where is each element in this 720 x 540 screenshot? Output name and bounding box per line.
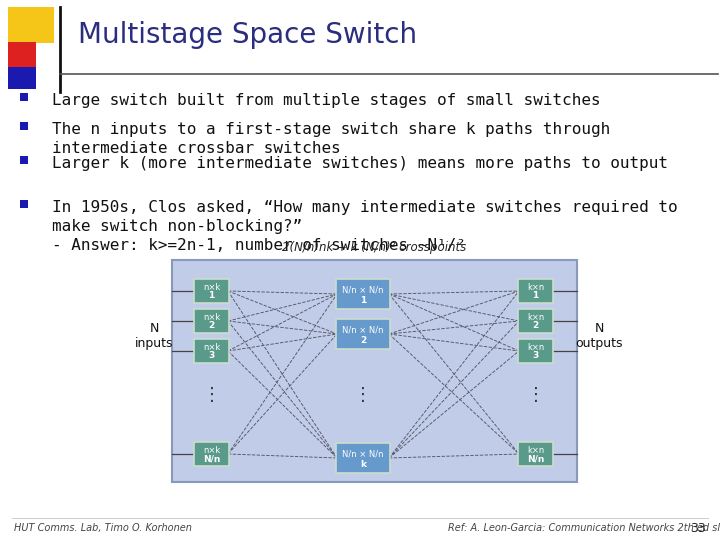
FancyBboxPatch shape — [336, 443, 390, 473]
Bar — [20, 156, 28, 164]
Text: k×n: k×n — [527, 446, 544, 455]
Text: N/n: N/n — [527, 454, 544, 463]
Text: 1: 1 — [532, 292, 539, 300]
Text: k: k — [360, 460, 366, 469]
Text: n×k: n×k — [203, 313, 220, 322]
Text: 3: 3 — [208, 352, 215, 360]
Text: N/n: N/n — [203, 454, 220, 463]
Text: 33: 33 — [690, 522, 706, 535]
Text: N
inputs: N inputs — [135, 322, 174, 350]
Text: Multistage Space Switch: Multistage Space Switch — [78, 21, 417, 49]
Text: 1: 1 — [360, 296, 366, 305]
Text: N
outputs: N outputs — [575, 322, 623, 350]
Text: N/n × N/n: N/n × N/n — [342, 449, 384, 458]
FancyBboxPatch shape — [172, 260, 577, 482]
Text: 2: 2 — [208, 321, 215, 330]
Text: HUT Comms. Lab, Timo O. Korhonen: HUT Comms. Lab, Timo O. Korhonen — [14, 523, 192, 533]
FancyBboxPatch shape — [518, 279, 553, 303]
Text: n×k: n×k — [203, 283, 220, 292]
Bar — [8, 7, 54, 43]
Text: ⋮: ⋮ — [202, 386, 220, 404]
FancyBboxPatch shape — [518, 442, 553, 466]
FancyBboxPatch shape — [518, 309, 553, 333]
Text: N/n × N/n: N/n × N/n — [342, 325, 384, 334]
FancyBboxPatch shape — [336, 319, 390, 349]
Text: 2: 2 — [532, 321, 539, 330]
Text: n×k: n×k — [203, 446, 220, 455]
Text: The n inputs to a first-stage switch share k paths through
intermediate crossbar: The n inputs to a first-stage switch sha… — [52, 122, 611, 156]
Text: k×n: k×n — [527, 283, 544, 292]
Text: k×n: k×n — [527, 313, 544, 322]
FancyBboxPatch shape — [194, 442, 229, 466]
Text: 1: 1 — [208, 292, 215, 300]
Text: k×n: k×n — [527, 343, 544, 352]
Text: 3: 3 — [532, 352, 539, 360]
Bar — [8, 42, 36, 68]
FancyBboxPatch shape — [194, 309, 229, 333]
Bar — [20, 200, 28, 208]
Text: 2(N/n)nk + k (N/n)² crosspoints: 2(N/n)nk + k (N/n)² crosspoints — [282, 241, 467, 254]
Text: n×k: n×k — [203, 343, 220, 352]
Text: Ref: A. Leon-Garcia: Communication Networks 2th ed slide set: Ref: A. Leon-Garcia: Communication Netwo… — [448, 523, 720, 533]
Bar — [20, 122, 28, 130]
Bar — [20, 93, 28, 101]
Text: Large switch built from multiple stages of small switches: Large switch built from multiple stages … — [52, 93, 600, 108]
FancyBboxPatch shape — [336, 279, 390, 309]
Text: Larger k (more intermediate switches) means more paths to output: Larger k (more intermediate switches) me… — [52, 156, 668, 171]
Bar — [8, 67, 36, 89]
FancyBboxPatch shape — [518, 339, 553, 363]
FancyBboxPatch shape — [194, 279, 229, 303]
Text: N/n × N/n: N/n × N/n — [342, 285, 384, 294]
Text: ⋮: ⋮ — [354, 386, 372, 404]
Text: In 1950s, Clos asked, “How many intermediate switches required to
make switch no: In 1950s, Clos asked, “How many intermed… — [52, 200, 678, 253]
Text: ⋮: ⋮ — [526, 386, 544, 404]
FancyBboxPatch shape — [194, 339, 229, 363]
Text: 2: 2 — [360, 336, 366, 345]
